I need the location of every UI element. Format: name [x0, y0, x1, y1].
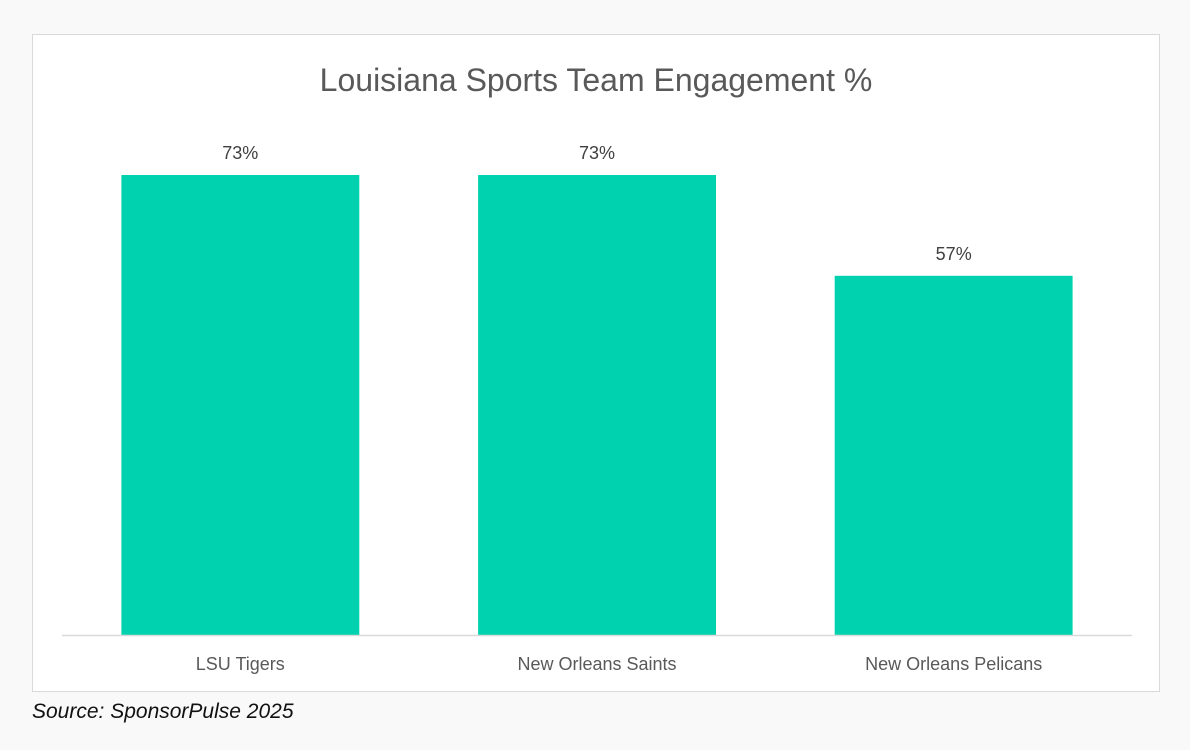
chart-frame: Louisiana Sports Team Engagement % 73% LS… — [32, 34, 1160, 692]
chart-title: Louisiana Sports Team Engagement % — [320, 62, 873, 98]
source-note: Source: SponsorPulse 2025 — [32, 700, 294, 723]
bar-new-orleans-saints — [478, 175, 716, 635]
bar-new-orleans-pelicans — [834, 275, 1073, 635]
x-tick-label: New Orleans Pelicans — [865, 654, 1042, 674]
x-tick-label: LSU Tigers — [196, 654, 285, 674]
bars-layer — [121, 175, 1073, 635]
x-tick-label: New Orleans Saints — [517, 654, 676, 674]
data-label: 73% — [222, 143, 258, 163]
labels-layer: 73% LSU Tigers 73% New Orleans Saints 57% New… — [196, 143, 1042, 674]
bar-chart: Louisiana Sports Team Engagement % 73% LS… — [62, 62, 1132, 674]
bar-lsu-tigers — [121, 175, 360, 635]
data-label: 73% — [579, 143, 615, 163]
data-label: 57% — [936, 244, 972, 264]
